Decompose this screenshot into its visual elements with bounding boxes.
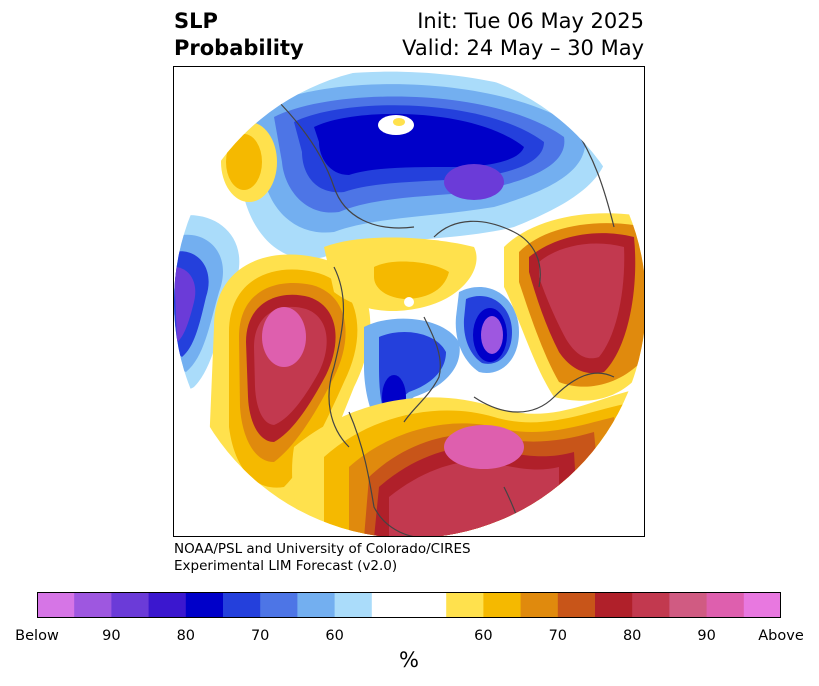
colorbar-swatch <box>185 592 224 618</box>
colorbar-swatch <box>409 592 447 618</box>
colorbar-swatch <box>334 592 373 618</box>
probability-field <box>174 67 644 536</box>
colorbar-swatch <box>37 592 75 618</box>
colorbar-swatch <box>260 592 298 618</box>
colorbar-swatch <box>111 592 150 618</box>
colorbar-swatch <box>446 592 484 618</box>
colorbar-swatch <box>483 592 522 618</box>
colorbar-tick-label: 90 <box>697 628 716 644</box>
credit: NOAA/PSL and University of Colorado/CIRE… <box>174 541 471 575</box>
colorbar-tick-label: 70 <box>548 628 568 644</box>
valid-range: Valid: 24 May – 30 May <box>402 36 644 60</box>
title-variable: SLP <box>174 9 218 33</box>
colorbar-tick-label: Below <box>15 628 59 644</box>
colorbar-swatch <box>520 592 559 618</box>
credit-line1: NOAA/PSL and University of Colorado/CIRE… <box>174 541 471 557</box>
polar-map <box>173 66 645 537</box>
colorbar-swatch <box>743 592 781 618</box>
colorbar-border <box>37 592 781 618</box>
colorbar-tick-label: 60 <box>474 628 493 644</box>
colorbar-tick-label: 80 <box>622 628 642 644</box>
colorbar-unit: % <box>399 648 419 672</box>
colorbar-tick-label: Above <box>758 628 804 644</box>
colorbar-swatch <box>632 592 670 618</box>
title-quantity: Probability <box>174 36 304 60</box>
colorbar-swatch <box>74 592 112 618</box>
colorbar-tick-label: 60 <box>325 628 344 644</box>
colorbar-swatch <box>595 592 633 618</box>
coastlines <box>273 96 615 536</box>
colorbar-swatch <box>706 592 745 618</box>
colorbar-swatch <box>297 592 336 618</box>
colorbar <box>37 592 781 618</box>
init-date: Init: Tue 06 May 2025 <box>417 9 644 33</box>
credit-line2: Experimental LIM Forecast (v2.0) <box>174 558 398 574</box>
colorbar-swatch <box>148 592 187 618</box>
colorbar-swatch <box>557 592 596 618</box>
colorbar-tick-label: 70 <box>250 628 270 644</box>
map-title: SLP Probability <box>174 8 304 62</box>
colorbar-tick-label: 90 <box>102 628 121 644</box>
forecast-dates: Init: Tue 06 May 2025 Valid: 24 May – 30… <box>402 8 644 62</box>
colorbar-swatch <box>371 592 410 618</box>
colorbar-swatch <box>223 592 261 618</box>
colorbar-swatch <box>669 592 708 618</box>
colorbar-tick-label: 80 <box>176 628 196 644</box>
